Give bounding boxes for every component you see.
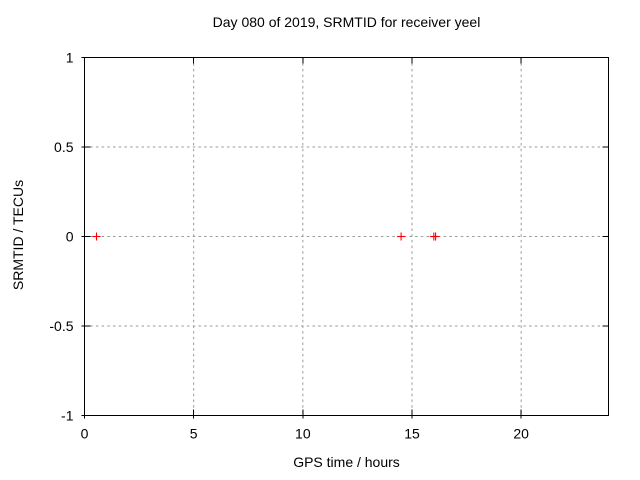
- chart-title: Day 080 of 2019, SRMTID for receiver yee…: [212, 14, 481, 30]
- x-tick-label: 10: [295, 426, 311, 442]
- x-axis-label: GPS time / hours: [293, 454, 400, 470]
- x-tick-label: 0: [81, 426, 89, 442]
- y-tick-label: 0: [66, 229, 74, 245]
- x-tick-label: 20: [513, 426, 529, 442]
- y-tick-label: -0.5: [49, 318, 73, 334]
- x-tick-label: 15: [404, 426, 420, 442]
- y-tick-label: 1: [66, 50, 74, 66]
- y-tick-label: 0.5: [54, 139, 74, 155]
- y-tick-label: -1: [61, 408, 74, 424]
- x-tick-label: 5: [190, 426, 198, 442]
